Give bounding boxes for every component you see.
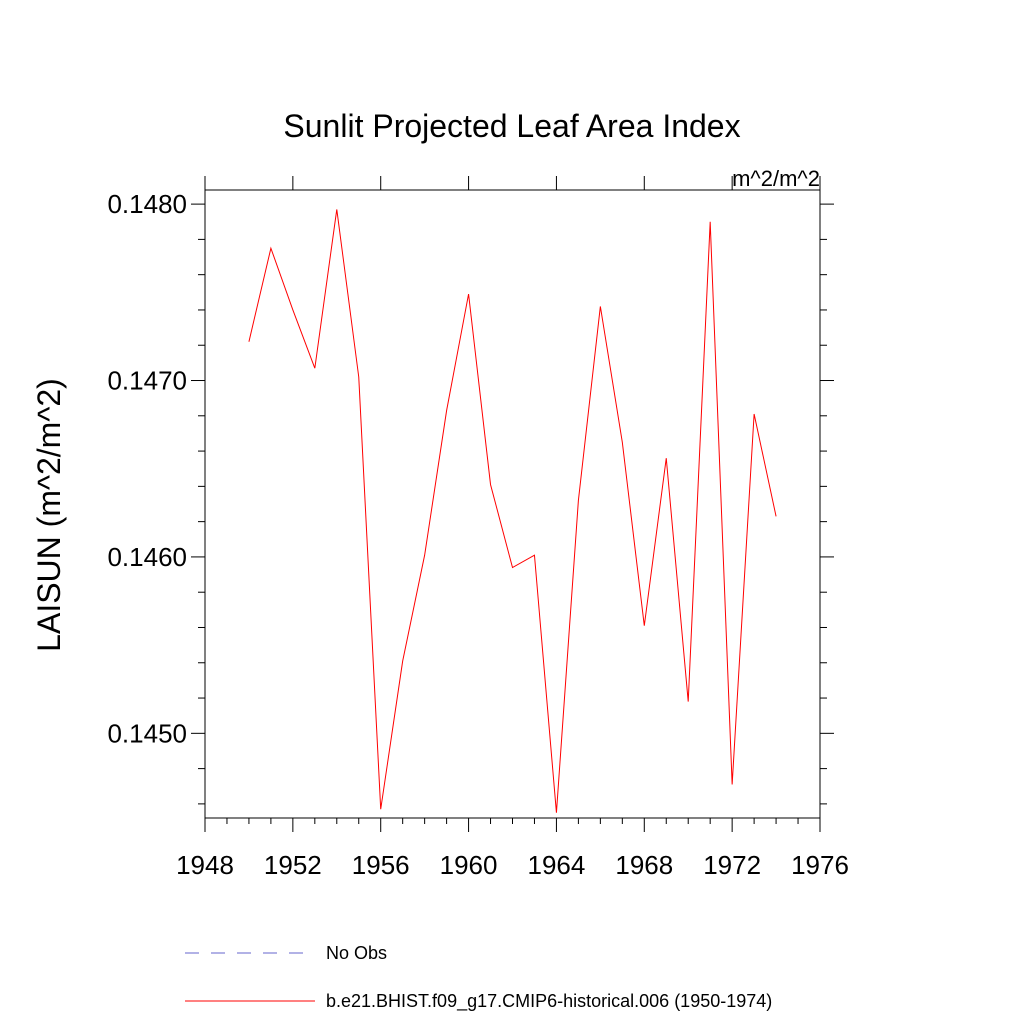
y-tick-label: 0.1470 — [107, 366, 187, 396]
x-tick-label: 1968 — [615, 850, 673, 880]
x-tick-label: 1956 — [352, 850, 410, 880]
legend: No Obs b.e21.BHIST.f09_g17.CMIP6-histori… — [185, 943, 772, 1012]
x-tick-label: 1948 — [176, 850, 234, 880]
plot-frame — [204, 189, 821, 819]
x-tick-label: 1964 — [528, 850, 586, 880]
units-label: m^2/m^2 — [732, 166, 820, 191]
chart-title: Sunlit Projected Leaf Area Index — [283, 108, 740, 144]
x-tick-label: 1972 — [703, 850, 761, 880]
y-axis-label: LAISUN (m^2/m^2) — [31, 378, 67, 652]
x-tick-label: 1952 — [264, 850, 322, 880]
y-axis-ticks: 0.1450 0.1460 0.1470 0.1480 — [107, 189, 834, 805]
y-tick-label: 0.1480 — [107, 189, 187, 219]
series-layer — [248, 209, 777, 813]
legend-label-no-obs: No Obs — [326, 943, 387, 963]
y-tick-label: 0.1450 — [107, 718, 187, 748]
y-tick-label: 0.1460 — [107, 542, 187, 572]
x-axis-ticks: 1948 1952 1956 1960 1964 1968 1972 1976 — [176, 176, 849, 880]
x-tick-label: 1960 — [440, 850, 498, 880]
x-tick-label: 1976 — [791, 850, 849, 880]
legend-label-model: b.e21.BHIST.f09_g17.CMIP6-historical.006… — [326, 991, 772, 1012]
series-line-1 — [248, 209, 777, 813]
